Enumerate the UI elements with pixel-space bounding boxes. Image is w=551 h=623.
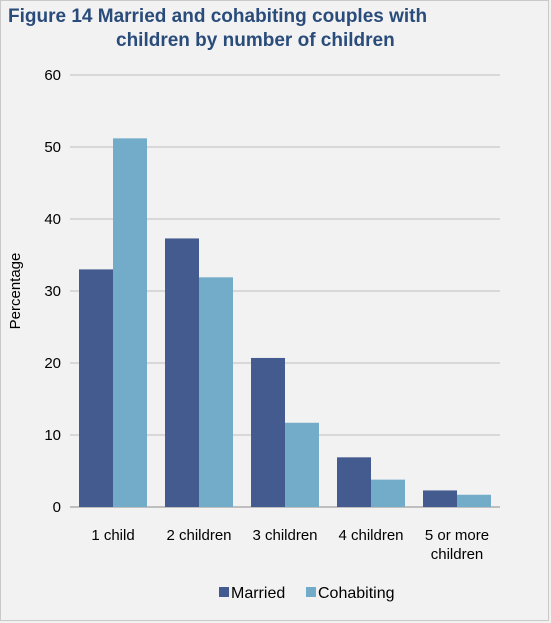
legend-label-married: Married	[231, 585, 285, 602]
y-axis-ticks: 0 10 20 30 40 50 60	[44, 67, 61, 516]
legend: Married Cohabiting	[219, 585, 395, 602]
bars	[79, 138, 491, 508]
legend-swatch-married	[219, 587, 229, 597]
x-tick-label: 1 child	[91, 527, 134, 544]
y-tick-label: 40	[44, 211, 61, 228]
y-tick-label: 30	[44, 283, 61, 300]
bar-married	[423, 490, 457, 507]
bar-married	[79, 269, 113, 507]
chart-title-line-1: Figure 14 Married and cohabiting couples…	[8, 6, 428, 27]
y-tick-label: 20	[44, 355, 61, 372]
bar-cohabiting	[457, 494, 491, 507]
x-tick-label: 5 or more	[425, 527, 489, 544]
x-tick-label: 2 children	[166, 527, 231, 544]
x-tick-label: 4 children	[338, 527, 403, 544]
y-tick-label: 60	[44, 67, 61, 84]
bar-cohabiting	[199, 277, 233, 507]
chart-title-line-2: children by number of children	[116, 30, 395, 51]
bar-cohabiting	[371, 479, 405, 507]
bar-cohabiting	[113, 138, 147, 508]
x-axis-categories: 1 child 2 children 3 children 4 children 5 o…	[91, 527, 489, 563]
bar-cohabiting	[285, 422, 319, 507]
bar-married	[251, 357, 285, 507]
y-tick-label: 0	[53, 499, 61, 516]
x-tick-label: 3 children	[252, 527, 317, 544]
y-tick-label: 10	[44, 427, 61, 444]
y-axis-label: Percentage	[7, 253, 24, 330]
legend-swatch-cohabiting	[306, 587, 316, 597]
y-tick-label: 50	[44, 139, 61, 156]
bar-married	[337, 457, 371, 507]
bar-married	[165, 238, 199, 507]
x-tick-label: children	[431, 546, 484, 563]
legend-label-cohabiting: Cohabiting	[318, 585, 395, 602]
